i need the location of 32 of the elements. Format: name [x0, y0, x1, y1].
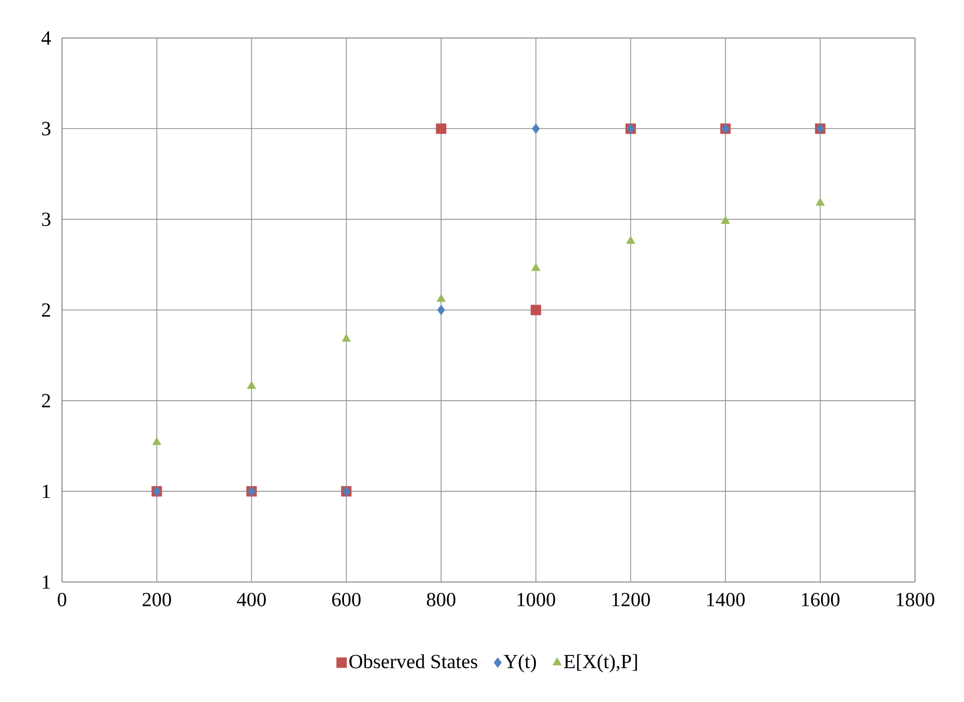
legend-label: E[X(t),P] — [564, 654, 637, 672]
legend-label: Observed States — [349, 654, 478, 668]
point — [626, 236, 636, 244]
point — [530, 304, 542, 316]
point — [816, 198, 825, 206]
point — [720, 216, 730, 224]
y-tick-label: 4 — [42, 31, 51, 45]
point — [342, 334, 351, 342]
x-tick-label: 1800 — [896, 592, 934, 606]
point — [437, 304, 446, 316]
point — [247, 380, 256, 389]
y-tick-label: 3 — [42, 212, 50, 226]
legend-label: Y(t) — [504, 654, 536, 672]
x-tick-label: 600 — [332, 592, 361, 606]
x-tick-label: 1200 — [612, 592, 650, 606]
point — [531, 263, 540, 271]
point — [152, 437, 162, 446]
y-tick-label: 2 — [42, 303, 50, 317]
x-tick-label: 200 — [142, 592, 172, 606]
point — [436, 294, 446, 302]
x-tick-label: 1600 — [802, 592, 840, 606]
x-tick-label: 400 — [236, 592, 266, 606]
x-tick-label: 1400 — [707, 592, 745, 606]
x-tick-label: 0 — [58, 592, 66, 606]
y-tick-label: 2 — [42, 394, 50, 408]
y-tick-label: 1 — [42, 484, 50, 498]
y-tick-label: 3 — [42, 122, 50, 136]
y-tick-label: 1 — [42, 575, 50, 589]
point — [532, 123, 540, 134]
x-tick-label: 800 — [426, 592, 456, 606]
point — [436, 123, 446, 134]
x-tick-label: 1000 — [518, 592, 556, 606]
